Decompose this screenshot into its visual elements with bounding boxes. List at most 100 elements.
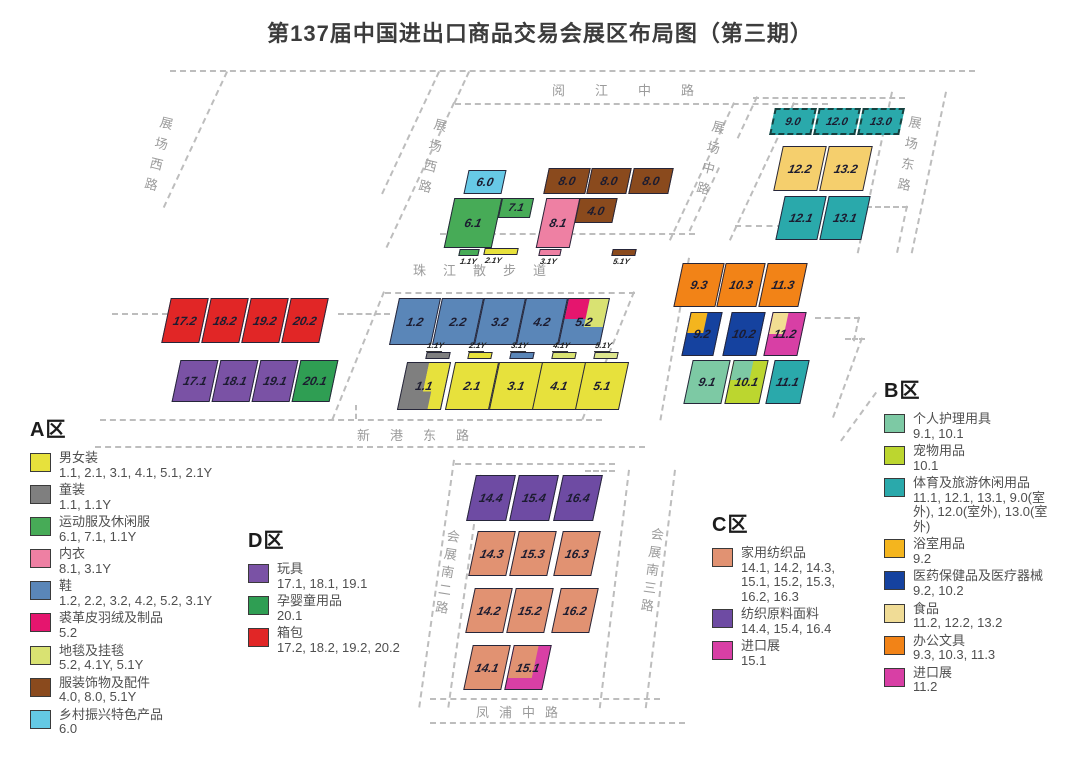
legend-item-codes: 11.2, 12.2, 13.2 xyxy=(913,615,1003,631)
strip-label-2.1Y: 2.1Y xyxy=(467,341,487,352)
strip-label-3.1Y: 3.1Y xyxy=(539,257,558,266)
legend-item: 服装饰物及配件 4.0, 8.0, 5.1Y xyxy=(30,674,242,705)
hall-6.0: 6.0 xyxy=(463,170,507,194)
hall-label: 12.1 xyxy=(787,211,815,225)
hall-label: 14.4 xyxy=(477,491,505,505)
hall-12.1: 12.1 xyxy=(775,196,827,240)
legend-item-text: 内衣 8.1, 3.1Y xyxy=(59,547,111,576)
hall-5.2: 5.2 xyxy=(558,298,610,345)
hall-label: 16.3 xyxy=(563,546,591,561)
legend-item-text: 进口展 15.1 xyxy=(741,639,780,668)
legend-item: 乡村振兴特色产品 6.0 xyxy=(30,706,242,737)
road-label-zhanchang-middle-road: 展场中路 xyxy=(691,118,727,204)
legend-item-name: 浴室用品 xyxy=(913,536,966,552)
road-dashed-line xyxy=(112,313,168,315)
legend-item-codes: 9.2 xyxy=(913,550,932,566)
legend-item: 家用纺织品 14.1, 14.2, 14.3, 15.1, 15.2, 15.3,… xyxy=(712,545,862,604)
road-dashed-line xyxy=(815,317,860,319)
legend-color-swatch xyxy=(884,667,905,687)
road-dashed-line xyxy=(845,338,865,340)
legend-item-text: 纺织原料面料 14.4, 15.4, 16.4 xyxy=(741,607,831,636)
hall-label: 1.2 xyxy=(405,314,425,329)
hall-label: 8.0 xyxy=(599,174,619,188)
hall-label: 3.2 xyxy=(490,314,510,329)
hall-13.1: 13.1 xyxy=(819,196,871,240)
hall-label: 18.2 xyxy=(211,313,239,328)
strip-label-5.1Y: 5.1Y xyxy=(593,341,613,352)
legend-item-text: 童装 1.1, 1.1Y xyxy=(59,483,111,512)
hall-label: 19.2 xyxy=(251,313,279,328)
hall-13.0: 13.0 xyxy=(857,108,905,135)
road-dashed-line xyxy=(331,291,385,420)
hall-label: 9.2 xyxy=(692,327,712,341)
legend-item-name: 食品 xyxy=(913,600,940,616)
road-dashed-line xyxy=(840,391,877,442)
legend-item: 进口展 15.1 xyxy=(712,639,862,668)
legend-color-swatch xyxy=(712,641,733,661)
road-label-zhujiang-promenade: 珠江散步道 xyxy=(413,263,564,278)
legend-item: 运动服及休闲服 6.1, 7.1, 1.1Y xyxy=(30,515,242,544)
legend-item: 浴室用品 9.2 xyxy=(884,537,1062,566)
legend-item-codes: 15.1 xyxy=(741,652,767,668)
strip-3.1Y xyxy=(538,249,562,256)
legend-item-text: 男女装 1.1, 2.1, 3.1, 4.1, 5.1, 2.1Y xyxy=(59,450,212,480)
legend-item-name: 乡村振兴特色产品 xyxy=(59,706,164,722)
road-dashed-line xyxy=(430,698,660,700)
legend-item-text: 乡村振兴特色产品 6.0 xyxy=(59,706,164,737)
legend-item-name: 服装饰物及配件 xyxy=(59,674,151,690)
legend-item-text: 浴室用品 9.2 xyxy=(913,537,965,566)
legend-item-text: 裘革皮羽绒及制品 5.2 xyxy=(59,611,163,640)
legend-item-codes: 8.1, 3.1Y xyxy=(59,560,112,576)
legend-item-text: 鞋 1.2, 2.2, 3.2, 4.2, 5.2, 3.1Y xyxy=(59,579,212,608)
road-dashed-line xyxy=(453,71,470,104)
hall-label: 14.3 xyxy=(478,546,506,561)
strip-label-1.1Y: 1.1Y xyxy=(425,341,445,352)
legend-item: 医药保健品及医疗器械 9.2, 10.2 xyxy=(884,569,1062,598)
legend-color-swatch xyxy=(884,478,905,498)
legend-title-C: C区 xyxy=(712,514,749,536)
hall-14.4: 14.4 xyxy=(466,475,516,521)
hall-10.2: 10.2 xyxy=(722,312,766,356)
legend-color-swatch xyxy=(248,596,269,616)
hall-label: 16.2 xyxy=(561,603,589,618)
hall-5.1: 5.1 xyxy=(574,362,630,410)
legend-item-text: 家用纺织品 14.1, 14.2, 14.3, 15.1, 15.2, 15.3,… xyxy=(741,545,862,604)
strip-label-4.1Y: 4.1Y xyxy=(551,341,571,352)
hall-label: 18.1 xyxy=(221,374,249,388)
legend-color-swatch xyxy=(30,517,51,537)
hall-15.1: 15.1 xyxy=(504,645,552,690)
road-dashed-line xyxy=(95,446,645,448)
strip-label-1.1Y: 1.1Y xyxy=(459,257,478,266)
hall-label: 11.2 xyxy=(772,327,798,341)
legend-color-swatch xyxy=(30,453,51,472)
legend-item: 体育及旅游休闲用品 11.1, 12.1, 13.1, 9.0(室外), 12.0… xyxy=(884,476,1062,534)
strip-1.1Y xyxy=(458,249,480,256)
road-label-zhanchang-west-road-outer: 展场西路 xyxy=(139,114,175,200)
hall-label: 15.3 xyxy=(519,546,547,561)
legend-color-swatch xyxy=(30,645,51,665)
hall-10.3: 10.3 xyxy=(716,263,766,307)
legend-item-name: 男女装 xyxy=(59,450,99,465)
legend-item-text: 箱包 17.2, 18.2, 19.2, 20.2 xyxy=(277,626,400,655)
hall-label: 2.2 xyxy=(448,314,468,329)
hall-label: 11.3 xyxy=(770,278,796,292)
legend-item-text: 体育及旅游休闲用品 11.1, 12.1, 13.1, 9.0(室外), 12.0… xyxy=(913,476,1062,534)
hall-label: 10.3 xyxy=(727,278,755,292)
hall-label: 17.2 xyxy=(171,313,199,328)
hall-label: 12.2 xyxy=(786,161,814,176)
legend-color-swatch xyxy=(712,609,733,629)
strip-2.1Y xyxy=(483,248,519,255)
hall-label: 13.1 xyxy=(831,211,859,225)
legend-item-name: 办公文具 xyxy=(913,632,966,648)
road-dashed-line xyxy=(896,205,908,253)
hall-11.1: 11.1 xyxy=(765,360,810,404)
hall-label: 13.2 xyxy=(832,161,860,176)
legend-item-codes: 5.2, 4.1Y, 5.1Y xyxy=(59,657,144,673)
legend-item-text: 食品 11.2, 12.2, 13.2 xyxy=(913,600,1003,631)
road-dashed-line xyxy=(385,292,635,294)
legend-item-name: 孕婴童用品 xyxy=(277,593,343,609)
legend-item-codes: 11.2 xyxy=(913,679,938,695)
hall-label: 14.1 xyxy=(473,660,501,675)
